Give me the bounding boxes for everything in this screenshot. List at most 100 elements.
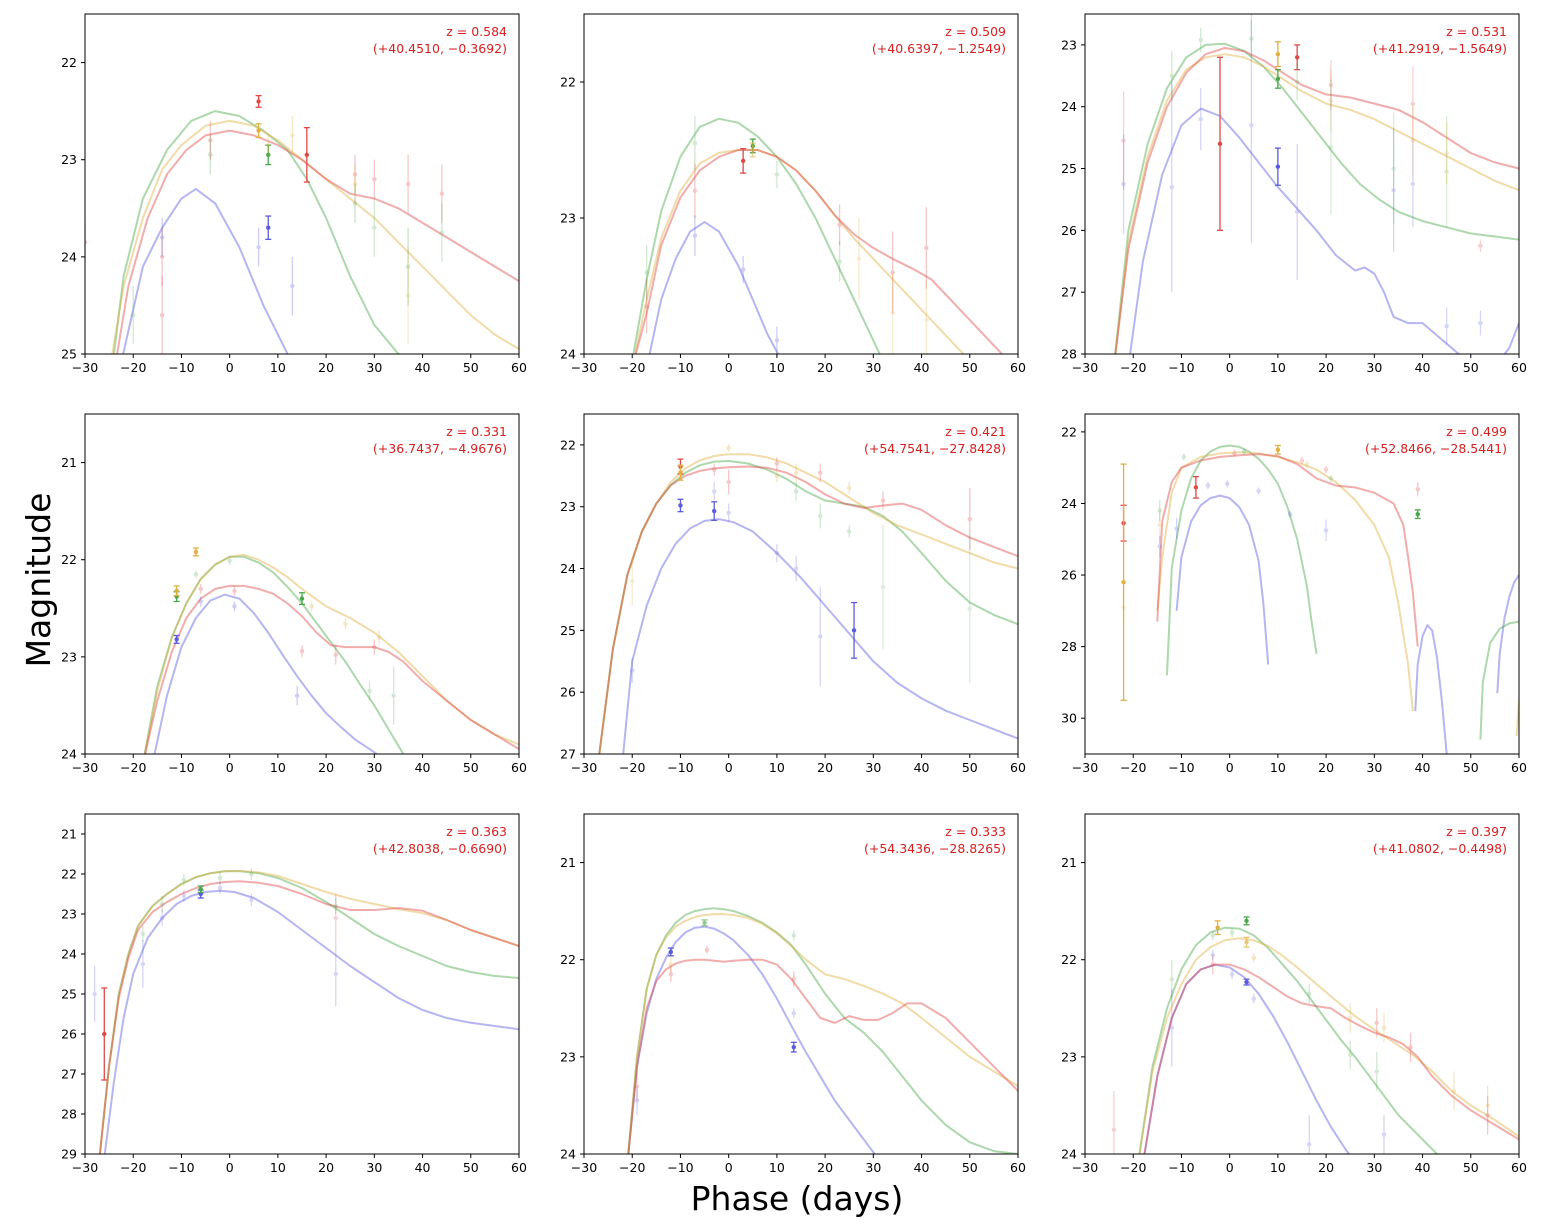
data-point-green — [774, 160, 780, 189]
x-tick-label: 30 — [865, 1160, 881, 1175]
panel-6: −30 −20 −10 0 10 20 30 40 50 60 22 24 26 28 30 z = 0.49… — [1061, 413, 1527, 775]
data-point-blue — [1205, 482, 1211, 490]
data-point-red — [1478, 239, 1483, 252]
data-point-blue — [712, 482, 717, 501]
data-point-orange — [774, 469, 780, 482]
data-point-red — [1111, 1090, 1117, 1154]
data-point-green — [1243, 916, 1250, 926]
plot-area — [85, 94, 519, 354]
axes-frame — [1084, 413, 1520, 755]
y-tick-label: 24 — [560, 561, 576, 576]
x-tick-label: 0 — [226, 1160, 234, 1175]
data-point-green — [701, 919, 708, 927]
data-point-red — [405, 154, 411, 214]
y-tick-label: 22 — [1061, 424, 1077, 439]
data-point-green — [159, 896, 165, 912]
model-curve-orange — [627, 913, 1018, 1154]
model-curve-green — [1166, 444, 1318, 676]
y-tick-label: 23 — [1061, 37, 1077, 52]
redshift-label: z = 0.584 — [446, 24, 507, 39]
y-tick-label: 26 — [560, 685, 576, 700]
data-point-blue — [249, 894, 254, 906]
data-point-red — [1210, 954, 1215, 975]
model-curve-red — [1143, 963, 1519, 1154]
axes-frame — [583, 413, 1019, 755]
x-tick-label: −30 — [72, 1160, 98, 1175]
data-point-blue — [1323, 519, 1329, 542]
x-tick-label: 10 — [1270, 1160, 1286, 1175]
data-point-red — [726, 469, 731, 495]
data-point-orange — [630, 556, 635, 606]
data-point-blue — [1229, 969, 1235, 980]
redshift-label: z = 0.333 — [945, 824, 1006, 839]
data-point-orange — [1274, 444, 1281, 455]
data-point-red — [333, 894, 338, 942]
data-point-red — [101, 987, 108, 1081]
data-point-orange — [1451, 1071, 1457, 1111]
data-point-red — [232, 585, 237, 596]
x-tick-label: −10 — [168, 1160, 194, 1175]
model-curve-orange — [111, 119, 519, 354]
x-tick-label: 20 — [817, 1160, 833, 1175]
data-point-red — [634, 1071, 640, 1101]
model-curve-orange — [1156, 451, 1414, 712]
x-tick-label: −10 — [667, 360, 693, 375]
y-tick-label: 21 — [560, 855, 576, 870]
data-point-green — [1169, 51, 1175, 101]
data-point-green — [333, 898, 338, 914]
x-tick-label: 10 — [270, 360, 286, 375]
x-tick-label: 40 — [415, 360, 431, 375]
data-point-blue — [1391, 128, 1396, 252]
redshift-label: z = 0.509 — [945, 24, 1006, 39]
data-point-red — [1410, 66, 1416, 141]
y-tick-label: 22 — [560, 952, 576, 967]
data-point-orange — [890, 272, 895, 354]
y-tick-label: 24 — [61, 747, 77, 762]
x-tick-label: −20 — [1120, 1160, 1146, 1175]
data-point-green — [644, 245, 649, 300]
x-tick-label: 40 — [914, 1160, 930, 1175]
data-point-green — [131, 286, 136, 345]
y-tick-label: 22 — [61, 552, 77, 567]
data-point-red — [890, 231, 895, 314]
data-point-green — [391, 666, 396, 725]
data-point-green — [1198, 27, 1203, 53]
model-curve-blue — [1175, 494, 1270, 665]
data-point-red — [1323, 465, 1329, 474]
data-point-red — [712, 463, 717, 476]
panel-7: −30 −20 −10 0 10 20 30 40 50 60 21 22 23 24 25 26 27 28 29… — [61, 813, 527, 1175]
x-tick-label: −30 — [1072, 1160, 1098, 1175]
x-tick-label: 0 — [1226, 760, 1234, 775]
y-tick-label: 23 — [560, 1049, 576, 1064]
data-point-red — [1232, 449, 1237, 457]
x-tick-label: 50 — [1463, 1160, 1479, 1175]
data-point-green — [1374, 1052, 1379, 1091]
x-tick-label: −30 — [1072, 360, 1098, 375]
redshift-label: z = 0.421 — [945, 424, 1006, 439]
x-tick-label: 0 — [226, 360, 234, 375]
data-point-green — [367, 681, 372, 701]
y-tick-label: 25 — [61, 987, 77, 1002]
model-curve-orange — [98, 869, 519, 1154]
coordinates-label: (+36.7437, −4.9676) — [373, 441, 507, 456]
x-tick-label: 20 — [318, 760, 334, 775]
data-point-green — [1241, 448, 1247, 456]
x-tick-label: 60 — [1511, 360, 1527, 375]
axes-frame — [1084, 13, 1520, 355]
data-point-red — [372, 159, 377, 199]
plot-area — [632, 116, 1004, 354]
data-point-blue — [173, 634, 180, 644]
panel-grid: −30 −20 −10 0 10 20 30 40 50 60 22 23 24 25 z = 0.584 (… — [61, 13, 1527, 1175]
y-tick-label: 24 — [1061, 99, 1077, 114]
figure-ylabel: Magnitude — [19, 493, 58, 668]
x-tick-label: −20 — [120, 360, 146, 375]
axes-frame — [84, 413, 520, 755]
x-tick-label: 40 — [1415, 760, 1431, 775]
data-point-blue — [711, 501, 718, 521]
coordinates-label: (+42.8038, −0.6690) — [373, 841, 507, 856]
data-point-green — [439, 203, 445, 262]
data-point-green — [249, 868, 254, 880]
data-point-red — [352, 154, 358, 194]
x-tick-label: 50 — [1463, 360, 1479, 375]
data-point-orange — [856, 218, 862, 300]
